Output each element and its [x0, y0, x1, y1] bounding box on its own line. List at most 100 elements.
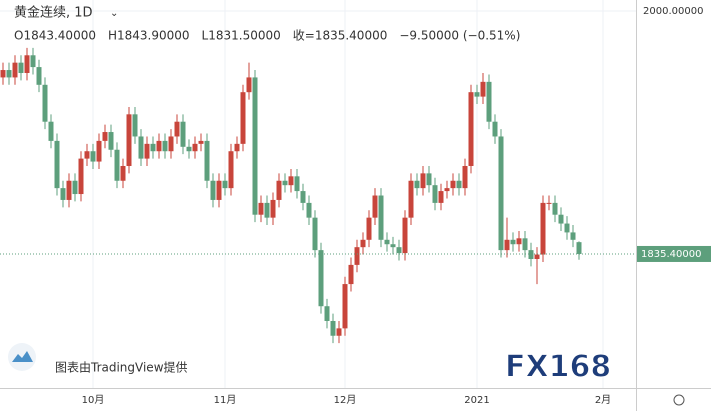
candle-body: [516, 238, 522, 245]
candle-body: [96, 140, 102, 162]
x-tick-label: 2月: [595, 394, 611, 406]
candle-body: [396, 247, 402, 254]
header-label: −9.50000 (−0.51%): [399, 29, 520, 43]
candle-body: [42, 84, 48, 122]
candle-body: [318, 250, 324, 307]
candle-body: [402, 217, 408, 254]
candle-body: [384, 239, 390, 245]
candle-body: [84, 151, 90, 159]
candle-body: [204, 140, 210, 181]
candle-body: [522, 238, 528, 251]
candle-body: [168, 136, 174, 152]
candle-body: [66, 180, 72, 200]
candle-body: [498, 136, 504, 251]
candle-body: [276, 180, 282, 200]
candle-body: [54, 140, 60, 189]
tv-logo-bg: [8, 343, 36, 371]
candle-body: [6, 70, 12, 78]
candle-body: [408, 180, 414, 218]
candle-body: [546, 202, 552, 204]
candle-body: [18, 62, 24, 73]
candle-body: [216, 180, 222, 200]
y-tick-label: 2000.00000: [643, 6, 703, 17]
candle-body: [438, 191, 444, 203]
candle-body: [180, 121, 186, 147]
x-tick-label: 12月: [334, 394, 357, 406]
candle-body: [120, 165, 126, 181]
candle-body: [420, 173, 426, 189]
candle-body: [198, 140, 204, 144]
candle-body: [456, 180, 462, 189]
candle-body: [552, 202, 558, 215]
candle-body: [486, 81, 492, 122]
candle-body: [558, 214, 564, 224]
candle-body: [342, 284, 348, 329]
candle-body: [60, 188, 66, 200]
candle-body: [294, 176, 300, 192]
candle-body: [72, 180, 78, 195]
candle-body: [432, 185, 438, 203]
candle-body: [504, 239, 510, 251]
candle-body: [360, 239, 366, 248]
header-label: 收=1835.40000: [293, 29, 388, 43]
candle-body: [474, 92, 480, 97]
candle-body: [78, 158, 84, 195]
candle-body: [468, 92, 474, 166]
candle-body: [0, 70, 6, 78]
candle-body: [510, 239, 516, 245]
candle-body: [444, 188, 450, 192]
candle-body: [126, 114, 132, 166]
last-price-label: 1835.40000: [641, 249, 701, 260]
candle-body: [90, 151, 96, 162]
symbol-title: 黄金连续, 1D: [14, 5, 93, 21]
candle-body: [390, 244, 396, 248]
watermark-logo: FX168: [505, 350, 611, 385]
candle-body: [186, 146, 192, 152]
candle-body: [426, 173, 432, 186]
candle-body: [372, 195, 378, 218]
candle-body: [354, 247, 360, 265]
candle-body: [114, 149, 120, 181]
candle-body: [480, 81, 486, 97]
last-price-box: [637, 245, 711, 262]
candle-body: [234, 143, 240, 152]
tv-logo: [12, 351, 33, 362]
candle-body: [252, 77, 258, 215]
ohlc-header: O1843.40000 H1843.90000 L1831.50000 收=1835.…: [14, 29, 520, 43]
candle-body: [156, 140, 162, 152]
candle-body: [132, 114, 138, 137]
candle-body: [570, 232, 576, 240]
candle-body: [24, 55, 30, 73]
candle-body: [36, 67, 42, 85]
candle-body: [378, 195, 384, 240]
candle-body: [30, 55, 36, 68]
candle-body: [300, 191, 306, 203]
header-label: H1843.90000: [108, 29, 190, 43]
candle-body: [492, 121, 498, 137]
candle-body: [576, 242, 582, 254]
candle-body: [258, 202, 264, 215]
settings-button[interactable]: [673, 394, 685, 406]
candle-body: [540, 202, 546, 255]
attribution: 图表由TradingView提供: [55, 360, 188, 375]
x-tick-label: 10月: [82, 394, 105, 406]
candle-body: [306, 202, 312, 218]
candle-body: [108, 132, 114, 150]
candle-body: [462, 165, 468, 189]
header-label: L1831.50000: [202, 29, 281, 43]
candle-body: [564, 223, 570, 233]
interval-menu[interactable]: ⌄: [110, 8, 118, 19]
candle-body: [288, 176, 294, 186]
candle-body: [264, 202, 270, 218]
candle-body: [48, 121, 54, 141]
candle-body: [228, 151, 234, 189]
candles: [0, 47, 582, 344]
candle-body: [312, 217, 318, 251]
candle-body: [270, 199, 276, 218]
candle-body: [528, 250, 534, 259]
candle-body: [450, 180, 456, 189]
candle-body: [192, 143, 198, 152]
